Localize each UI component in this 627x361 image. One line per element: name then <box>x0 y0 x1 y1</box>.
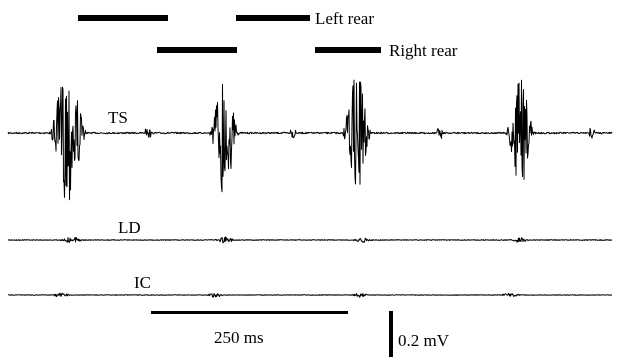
ts-trace <box>7 79 613 201</box>
time-scale-bar <box>151 311 348 314</box>
left-rear-label: Left rear <box>315 9 374 28</box>
right-rear-bar-2 <box>315 47 381 53</box>
left-rear-bar-2 <box>236 15 310 21</box>
ld-trace <box>7 236 613 244</box>
left-rear-bar-1 <box>78 15 168 21</box>
ic-channel-label: IC <box>134 273 151 292</box>
left-rear-stance-bars <box>78 15 310 21</box>
voltage-scale-bar <box>389 311 393 357</box>
right-rear-label: Right rear <box>389 41 458 60</box>
right-rear-bar-1 <box>157 47 237 53</box>
voltage-scale-label: 0.2 mV <box>398 331 450 350</box>
ld-channel-label: LD <box>118 218 141 237</box>
ic-trace <box>7 292 613 298</box>
time-scale-label: 250 ms <box>214 328 264 347</box>
right-rear-stance-bars <box>157 47 381 53</box>
ts-channel-label: TS <box>108 108 128 127</box>
